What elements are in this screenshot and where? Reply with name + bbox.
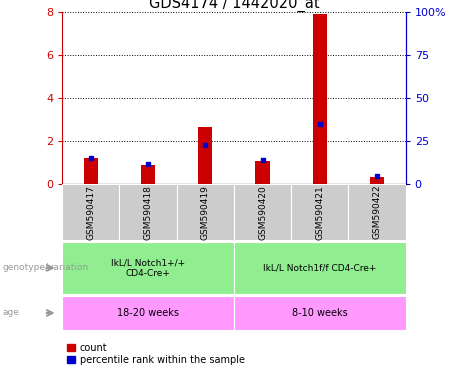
Legend: count, percentile rank within the sample: count, percentile rank within the sample [67, 343, 245, 365]
Bar [198, 127, 213, 184]
Bar [291, 184, 349, 240]
Text: age: age [2, 308, 19, 318]
Title: GDS4174 / 1442020_at: GDS4174 / 1442020_at [148, 0, 319, 12]
Bar [84, 158, 98, 184]
Bar [119, 184, 177, 240]
Text: genotype/variation: genotype/variation [2, 263, 89, 272]
Text: 8-10 weeks: 8-10 weeks [292, 308, 348, 318]
Text: GSM590417: GSM590417 [86, 185, 95, 240]
Bar [234, 184, 291, 240]
Bar [62, 296, 234, 330]
Text: GSM590422: GSM590422 [372, 185, 382, 240]
Bar [255, 161, 270, 184]
Bar [177, 184, 234, 240]
Bar [62, 184, 119, 240]
Text: GSM590419: GSM590419 [201, 185, 210, 240]
Bar [234, 296, 406, 330]
Bar [62, 242, 234, 294]
Bar [313, 14, 327, 184]
Text: 18-20 weeks: 18-20 weeks [117, 308, 179, 318]
Bar [370, 177, 384, 184]
Bar [349, 184, 406, 240]
Text: IkL/L Notch1f/f CD4-Cre+: IkL/L Notch1f/f CD4-Cre+ [263, 263, 377, 272]
Bar [141, 165, 155, 184]
Text: GSM590420: GSM590420 [258, 185, 267, 240]
Bar [234, 242, 406, 294]
Text: GSM590418: GSM590418 [143, 185, 153, 240]
Text: GSM590421: GSM590421 [315, 185, 325, 240]
Text: IkL/L Notch1+/+
CD4-Cre+: IkL/L Notch1+/+ CD4-Cre+ [111, 258, 185, 278]
